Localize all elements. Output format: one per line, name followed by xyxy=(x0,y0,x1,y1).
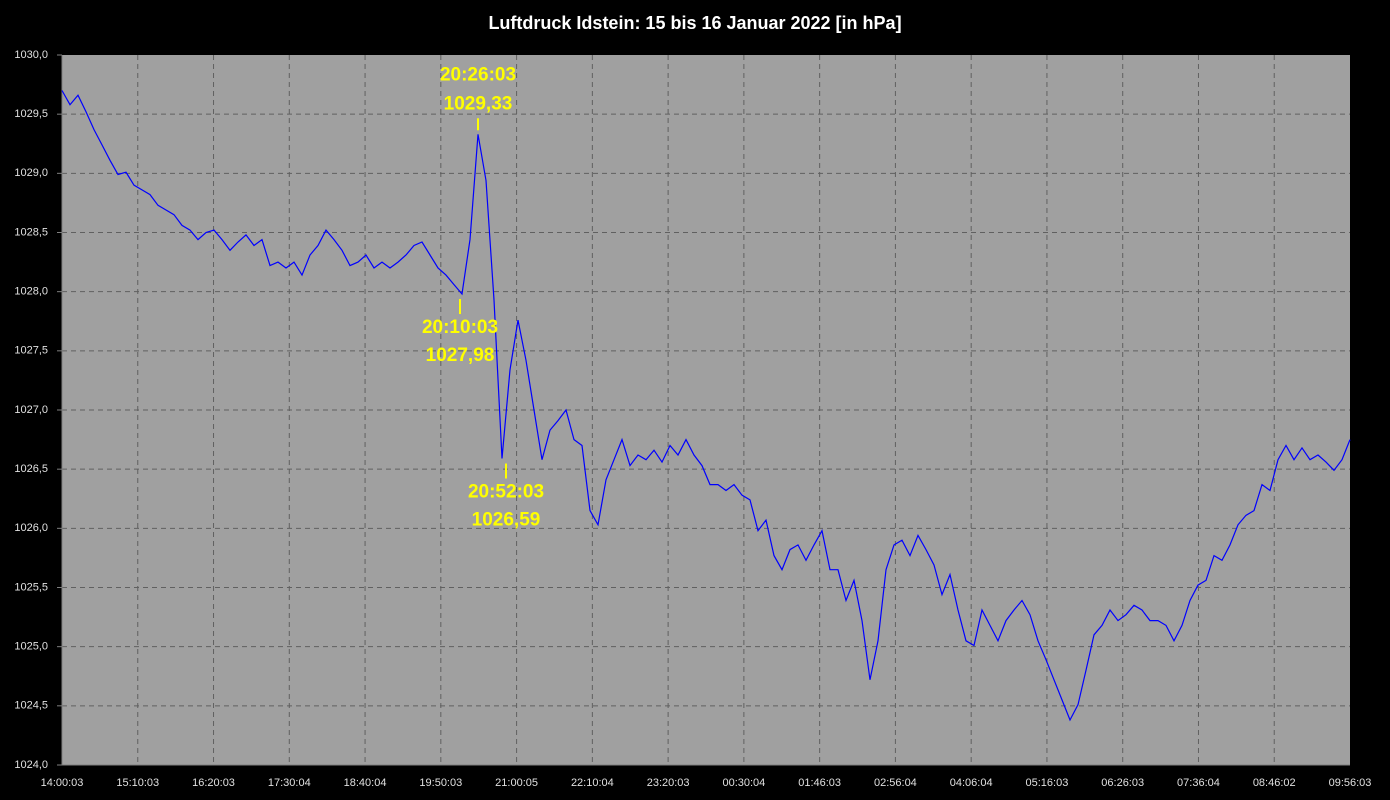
y-tick-label: 1029,5 xyxy=(14,108,48,120)
annotation-value: 1026,59 xyxy=(472,510,541,531)
x-tick-label: 08:46:02 xyxy=(1253,777,1296,789)
y-tick-label: 1029,0 xyxy=(14,167,48,179)
x-tick-label: 17:30:04 xyxy=(268,777,311,789)
y-tick-label: 1024,5 xyxy=(14,700,48,712)
y-tick-label: 1025,5 xyxy=(14,581,48,593)
x-tick-label: 05:16:03 xyxy=(1026,777,1069,789)
y-tick-label: 1028,5 xyxy=(14,226,48,238)
y-tick-label: 1030,0 xyxy=(14,49,48,61)
x-tick-label: 19:50:03 xyxy=(419,777,462,789)
x-tick-label: 21:00:05 xyxy=(495,777,538,789)
data-line xyxy=(61,90,1351,722)
x-tick-label: 15:10:03 xyxy=(116,777,159,789)
annotation-time: 20:26:03 xyxy=(440,64,516,85)
annotation-time: 20:52:03 xyxy=(468,482,544,503)
x-tick-label: 07:36:04 xyxy=(1177,777,1220,789)
x-tick-label: 18:40:04 xyxy=(344,777,387,789)
annotation-value: 1027,98 xyxy=(426,345,495,366)
x-tick-label: 22:10:04 xyxy=(571,777,614,789)
y-tick-label: 1025,0 xyxy=(14,641,48,653)
y-tick-label: 1027,5 xyxy=(14,345,48,357)
y-tick-label: 1024,0 xyxy=(14,759,48,771)
x-tick-label: 14:00:03 xyxy=(41,777,84,789)
x-tick-label: 02:56:04 xyxy=(874,777,917,789)
x-tick-label: 09:56:03 xyxy=(1329,777,1372,789)
y-tick-label: 1026,0 xyxy=(14,522,48,534)
annotation-time: 20:10:03 xyxy=(422,317,498,338)
y-tick-label: 1026,5 xyxy=(14,463,48,475)
x-tick-label: 01:46:03 xyxy=(798,777,841,789)
y-tick-label: 1028,0 xyxy=(14,286,48,298)
y-tick-label: 1027,0 xyxy=(14,404,48,416)
x-tick-label: 00:30:04 xyxy=(722,777,765,789)
x-tick-label: 06:26:03 xyxy=(1101,777,1144,789)
annotation-value: 1029,33 xyxy=(444,93,513,114)
x-tick-label: 23:20:03 xyxy=(647,777,690,789)
chart-title: Luftdruck Idstein: 15 bis 16 Januar 2022… xyxy=(488,13,901,33)
x-tick-label: 16:20:03 xyxy=(192,777,235,789)
x-tick-label: 04:06:04 xyxy=(950,777,993,789)
